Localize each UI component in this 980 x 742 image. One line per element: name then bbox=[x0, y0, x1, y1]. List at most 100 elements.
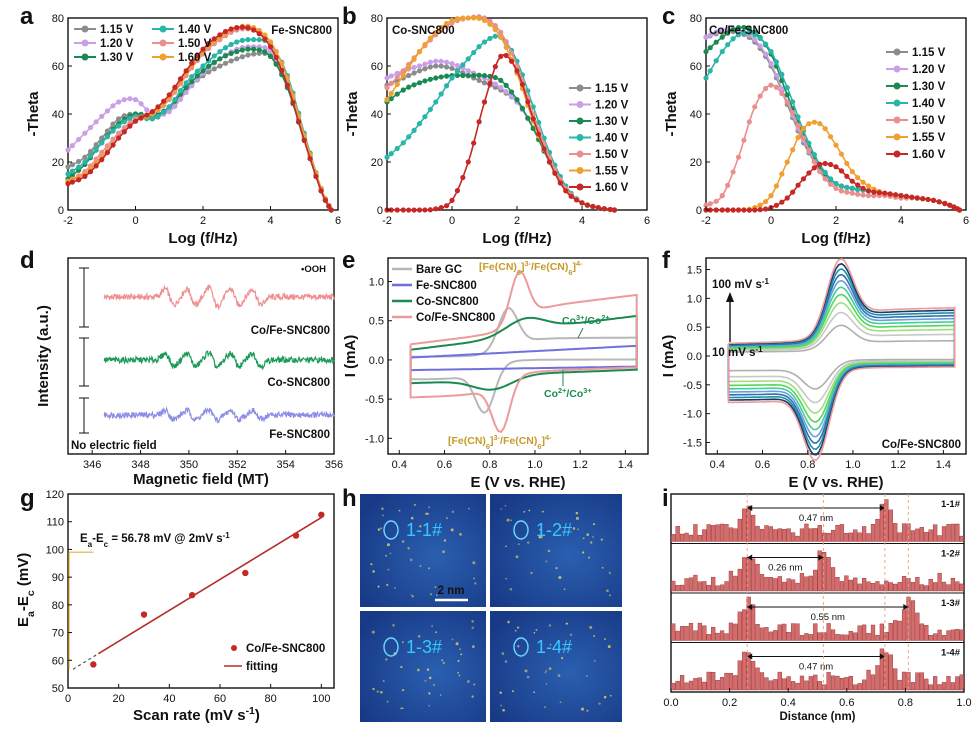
data-point bbox=[104, 143, 110, 149]
data-point bbox=[784, 85, 790, 91]
data-point bbox=[211, 53, 217, 59]
data-point bbox=[256, 31, 262, 37]
profile-bar bbox=[822, 552, 827, 592]
data-point bbox=[239, 47, 245, 53]
data-point bbox=[443, 20, 450, 27]
data-point bbox=[465, 68, 471, 74]
data-point bbox=[234, 49, 240, 55]
data-point bbox=[762, 85, 769, 92]
profile-bar bbox=[764, 525, 769, 542]
data-point bbox=[443, 83, 450, 89]
bright-atom bbox=[417, 634, 421, 638]
data-point bbox=[795, 114, 801, 120]
data-point bbox=[779, 171, 785, 177]
profile-bar bbox=[813, 674, 818, 691]
data-point bbox=[811, 119, 817, 125]
bright-atom bbox=[473, 577, 475, 580]
legend-label: 1.15 V bbox=[912, 47, 946, 59]
profile-bar bbox=[959, 583, 964, 592]
data-point bbox=[138, 101, 144, 107]
y-tick-label: 0.5 bbox=[687, 322, 702, 334]
data-point bbox=[725, 30, 731, 36]
bright-atom bbox=[517, 543, 520, 546]
data-point bbox=[416, 121, 423, 127]
data-point bbox=[121, 129, 127, 135]
data-point bbox=[795, 122, 801, 129]
profile-bar bbox=[861, 526, 867, 542]
bright-atom bbox=[457, 671, 459, 674]
y-tick-label: -1.0 bbox=[683, 409, 702, 421]
data-point bbox=[116, 116, 122, 122]
profile-bar bbox=[759, 529, 765, 542]
data-point bbox=[200, 46, 206, 52]
x-tick-label: -2 bbox=[63, 215, 73, 227]
data-point bbox=[267, 53, 274, 60]
data-point bbox=[460, 72, 466, 79]
series-160V bbox=[703, 160, 963, 213]
data-point bbox=[947, 202, 953, 208]
profile-bar bbox=[688, 534, 694, 542]
bright-atom bbox=[601, 566, 604, 569]
y-tick-label: 50 bbox=[52, 683, 64, 695]
data-point bbox=[806, 140, 812, 146]
series-130V bbox=[384, 72, 618, 213]
bright-atom bbox=[459, 532, 462, 536]
y-tick-label: 0 bbox=[58, 205, 64, 217]
data-point bbox=[471, 140, 477, 146]
data-point bbox=[590, 203, 596, 210]
legend-label: 1.30 V bbox=[100, 52, 134, 64]
y-tick-label: 100 bbox=[46, 544, 64, 556]
data-point bbox=[400, 87, 406, 93]
cv-curve bbox=[409, 270, 638, 434]
bright-atom bbox=[371, 630, 375, 634]
data-point bbox=[99, 113, 105, 119]
x-tick-label: 40 bbox=[163, 693, 175, 705]
data-point bbox=[69, 172, 75, 178]
profile-bar bbox=[786, 632, 791, 641]
data-point bbox=[65, 171, 71, 177]
profile-bar bbox=[751, 604, 756, 641]
profile-bar bbox=[861, 679, 867, 691]
data-point bbox=[217, 49, 223, 55]
x-tick-label: 80 bbox=[265, 693, 277, 705]
profile-bar bbox=[866, 669, 871, 691]
profile-bar bbox=[937, 629, 942, 641]
y-tick-label: 40 bbox=[690, 109, 702, 121]
profile-bar bbox=[702, 529, 707, 542]
data-point bbox=[384, 97, 390, 103]
profile-bar bbox=[759, 672, 765, 691]
bright-atom bbox=[530, 571, 533, 575]
data-point bbox=[326, 203, 332, 209]
site-circle bbox=[383, 637, 399, 657]
bright-atom bbox=[433, 684, 435, 686]
data-point bbox=[703, 75, 709, 81]
bright-atom bbox=[386, 543, 390, 547]
data-point bbox=[99, 135, 105, 141]
data-point bbox=[822, 176, 828, 182]
data-point bbox=[595, 205, 601, 211]
profile-bar bbox=[675, 630, 680, 641]
x-tick-label: 0.8 bbox=[482, 459, 497, 471]
data-point bbox=[65, 147, 71, 153]
profile-bar bbox=[910, 600, 916, 641]
profile-bar bbox=[755, 667, 760, 691]
panel-letter: i bbox=[662, 485, 669, 512]
data-point bbox=[438, 91, 444, 97]
y-tick-label: 0.0 bbox=[369, 355, 384, 367]
data-point bbox=[790, 99, 796, 105]
bright-atom bbox=[517, 645, 520, 648]
data-point bbox=[536, 131, 542, 137]
data-point bbox=[121, 97, 127, 103]
legend-label: 1.30 V bbox=[912, 81, 946, 93]
legend-label: 1.60 V bbox=[595, 182, 629, 194]
profile-bar bbox=[697, 622, 702, 641]
profile-bar bbox=[919, 584, 924, 592]
bright-atom bbox=[426, 668, 430, 671]
bright-atom bbox=[575, 511, 579, 515]
bright-atom bbox=[389, 552, 392, 555]
profile-bar bbox=[768, 680, 774, 691]
row-label: 1-1# bbox=[941, 499, 961, 510]
profile-bar bbox=[822, 532, 827, 542]
profile-bar bbox=[733, 575, 738, 592]
